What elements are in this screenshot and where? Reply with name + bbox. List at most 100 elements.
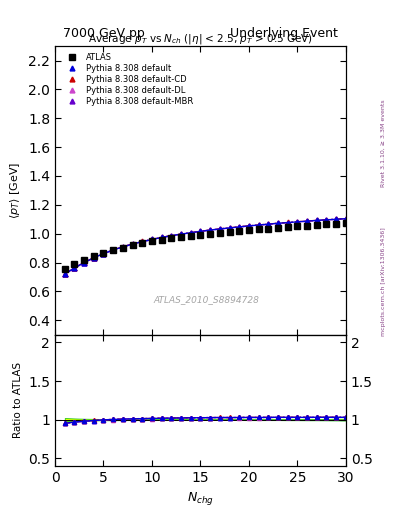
ATLAS bbox=[246, 227, 251, 233]
Pythia 8.308 default-CD bbox=[246, 223, 251, 229]
Pythia 8.308 default bbox=[82, 260, 86, 266]
ATLAS bbox=[343, 220, 348, 226]
Pythia 8.308 default bbox=[130, 241, 135, 247]
Pythia 8.308 default bbox=[295, 219, 300, 225]
Pythia 8.308 default-DL bbox=[198, 228, 203, 234]
ATLAS bbox=[111, 247, 116, 253]
ATLAS bbox=[266, 225, 271, 231]
ATLAS bbox=[198, 232, 203, 238]
Pythia 8.308 default-CD bbox=[266, 221, 271, 227]
Pythia 8.308 default-MBR bbox=[169, 232, 174, 239]
Line: Pythia 8.308 default-CD: Pythia 8.308 default-CD bbox=[62, 216, 348, 276]
Pythia 8.308 default-CD bbox=[62, 271, 67, 277]
Pythia 8.308 default-CD bbox=[324, 217, 329, 223]
Pythia 8.308 default-CD bbox=[82, 260, 86, 266]
Pythia 8.308 default-MBR bbox=[198, 228, 203, 234]
Pythia 8.308 default-MBR bbox=[314, 218, 319, 224]
Pythia 8.308 default bbox=[121, 244, 125, 250]
Pythia 8.308 default-CD bbox=[217, 226, 222, 232]
Text: 7000 GeV pp: 7000 GeV pp bbox=[63, 27, 145, 40]
Pythia 8.308 default-MBR bbox=[266, 221, 271, 227]
Pythia 8.308 default-CD bbox=[121, 244, 125, 250]
Pythia 8.308 default bbox=[198, 228, 203, 234]
Pythia 8.308 default-DL bbox=[92, 255, 96, 261]
Pythia 8.308 default-MBR bbox=[82, 260, 86, 266]
Pythia 8.308 default-CD bbox=[140, 239, 145, 245]
Pythia 8.308 default bbox=[72, 265, 77, 271]
Pythia 8.308 default-CD bbox=[92, 254, 96, 261]
Pythia 8.308 default bbox=[62, 271, 67, 277]
Pythia 8.308 default-DL bbox=[140, 239, 145, 245]
Pythia 8.308 default-MBR bbox=[334, 216, 338, 222]
Pythia 8.308 default bbox=[266, 221, 271, 227]
ATLAS bbox=[256, 226, 261, 232]
ATLAS bbox=[62, 266, 67, 272]
Pythia 8.308 default-DL bbox=[150, 237, 154, 243]
Pythia 8.308 default bbox=[101, 250, 106, 257]
Pythia 8.308 default-DL bbox=[227, 225, 232, 231]
Pythia 8.308 default-DL bbox=[324, 217, 329, 223]
ATLAS bbox=[295, 223, 300, 229]
ATLAS bbox=[140, 240, 145, 246]
ATLAS bbox=[188, 233, 193, 239]
X-axis label: $N_{chg}$: $N_{chg}$ bbox=[187, 490, 214, 507]
Pythia 8.308 default-CD bbox=[169, 232, 174, 239]
Pythia 8.308 default bbox=[188, 229, 193, 236]
Pythia 8.308 default bbox=[169, 232, 174, 239]
Pythia 8.308 default-CD bbox=[285, 219, 290, 225]
ATLAS bbox=[150, 239, 154, 245]
Pythia 8.308 default-DL bbox=[111, 247, 116, 253]
Pythia 8.308 default-DL bbox=[208, 227, 213, 233]
Pythia 8.308 default-DL bbox=[217, 226, 222, 232]
Line: Pythia 8.308 default-MBR: Pythia 8.308 default-MBR bbox=[62, 216, 348, 276]
Pythia 8.308 default-MBR bbox=[130, 241, 135, 247]
Pythia 8.308 default bbox=[150, 237, 154, 243]
Pythia 8.308 default-MBR bbox=[324, 217, 329, 223]
ATLAS bbox=[92, 253, 96, 260]
Pythia 8.308 default-MBR bbox=[217, 226, 222, 232]
Pythia 8.308 default-CD bbox=[343, 216, 348, 222]
Pythia 8.308 default-MBR bbox=[208, 227, 213, 233]
Pythia 8.308 default-MBR bbox=[285, 220, 290, 226]
Pythia 8.308 default-DL bbox=[179, 231, 184, 238]
ATLAS bbox=[217, 230, 222, 236]
Pythia 8.308 default-CD bbox=[256, 222, 261, 228]
Pythia 8.308 default-MBR bbox=[246, 223, 251, 229]
Pythia 8.308 default-DL bbox=[169, 233, 174, 239]
Pythia 8.308 default bbox=[324, 217, 329, 223]
Pythia 8.308 default bbox=[111, 247, 116, 253]
Pythia 8.308 default-DL bbox=[314, 218, 319, 224]
Pythia 8.308 default-MBR bbox=[343, 216, 348, 222]
Pythia 8.308 default bbox=[208, 227, 213, 233]
ATLAS bbox=[334, 221, 338, 227]
Pythia 8.308 default bbox=[343, 216, 348, 222]
Pythia 8.308 default bbox=[256, 222, 261, 228]
Pythia 8.308 default bbox=[275, 220, 280, 226]
Pythia 8.308 default-CD bbox=[72, 265, 77, 271]
Pythia 8.308 default-CD bbox=[188, 229, 193, 236]
Pythia 8.308 default bbox=[305, 218, 309, 224]
Pythia 8.308 default-DL bbox=[256, 222, 261, 228]
ATLAS bbox=[208, 231, 213, 237]
Text: mcplots.cern.ch [arXiv:1306.3436]: mcplots.cern.ch [arXiv:1306.3436] bbox=[381, 227, 386, 336]
Pythia 8.308 default-CD bbox=[179, 231, 184, 237]
Pythia 8.308 default-MBR bbox=[188, 229, 193, 236]
Pythia 8.308 default-CD bbox=[130, 241, 135, 247]
Pythia 8.308 default-DL bbox=[275, 220, 280, 226]
Text: Underlying Event: Underlying Event bbox=[230, 27, 338, 40]
Pythia 8.308 default-CD bbox=[334, 216, 338, 222]
Pythia 8.308 default-CD bbox=[208, 227, 213, 233]
ATLAS bbox=[82, 257, 86, 263]
Pythia 8.308 default bbox=[140, 239, 145, 245]
Line: Pythia 8.308 default: Pythia 8.308 default bbox=[62, 216, 348, 276]
Legend: ATLAS, Pythia 8.308 default, Pythia 8.308 default-CD, Pythia 8.308 default-DL, P: ATLAS, Pythia 8.308 default, Pythia 8.30… bbox=[59, 50, 196, 109]
Pythia 8.308 default-CD bbox=[227, 225, 232, 231]
Pythia 8.308 default-MBR bbox=[121, 244, 125, 250]
Pythia 8.308 default-MBR bbox=[227, 225, 232, 231]
Pythia 8.308 default-CD bbox=[314, 217, 319, 223]
Pythia 8.308 default-DL bbox=[188, 230, 193, 236]
Pythia 8.308 default-MBR bbox=[111, 247, 116, 253]
Pythia 8.308 default bbox=[237, 224, 242, 230]
Pythia 8.308 default-MBR bbox=[101, 250, 106, 257]
ATLAS bbox=[179, 234, 184, 240]
